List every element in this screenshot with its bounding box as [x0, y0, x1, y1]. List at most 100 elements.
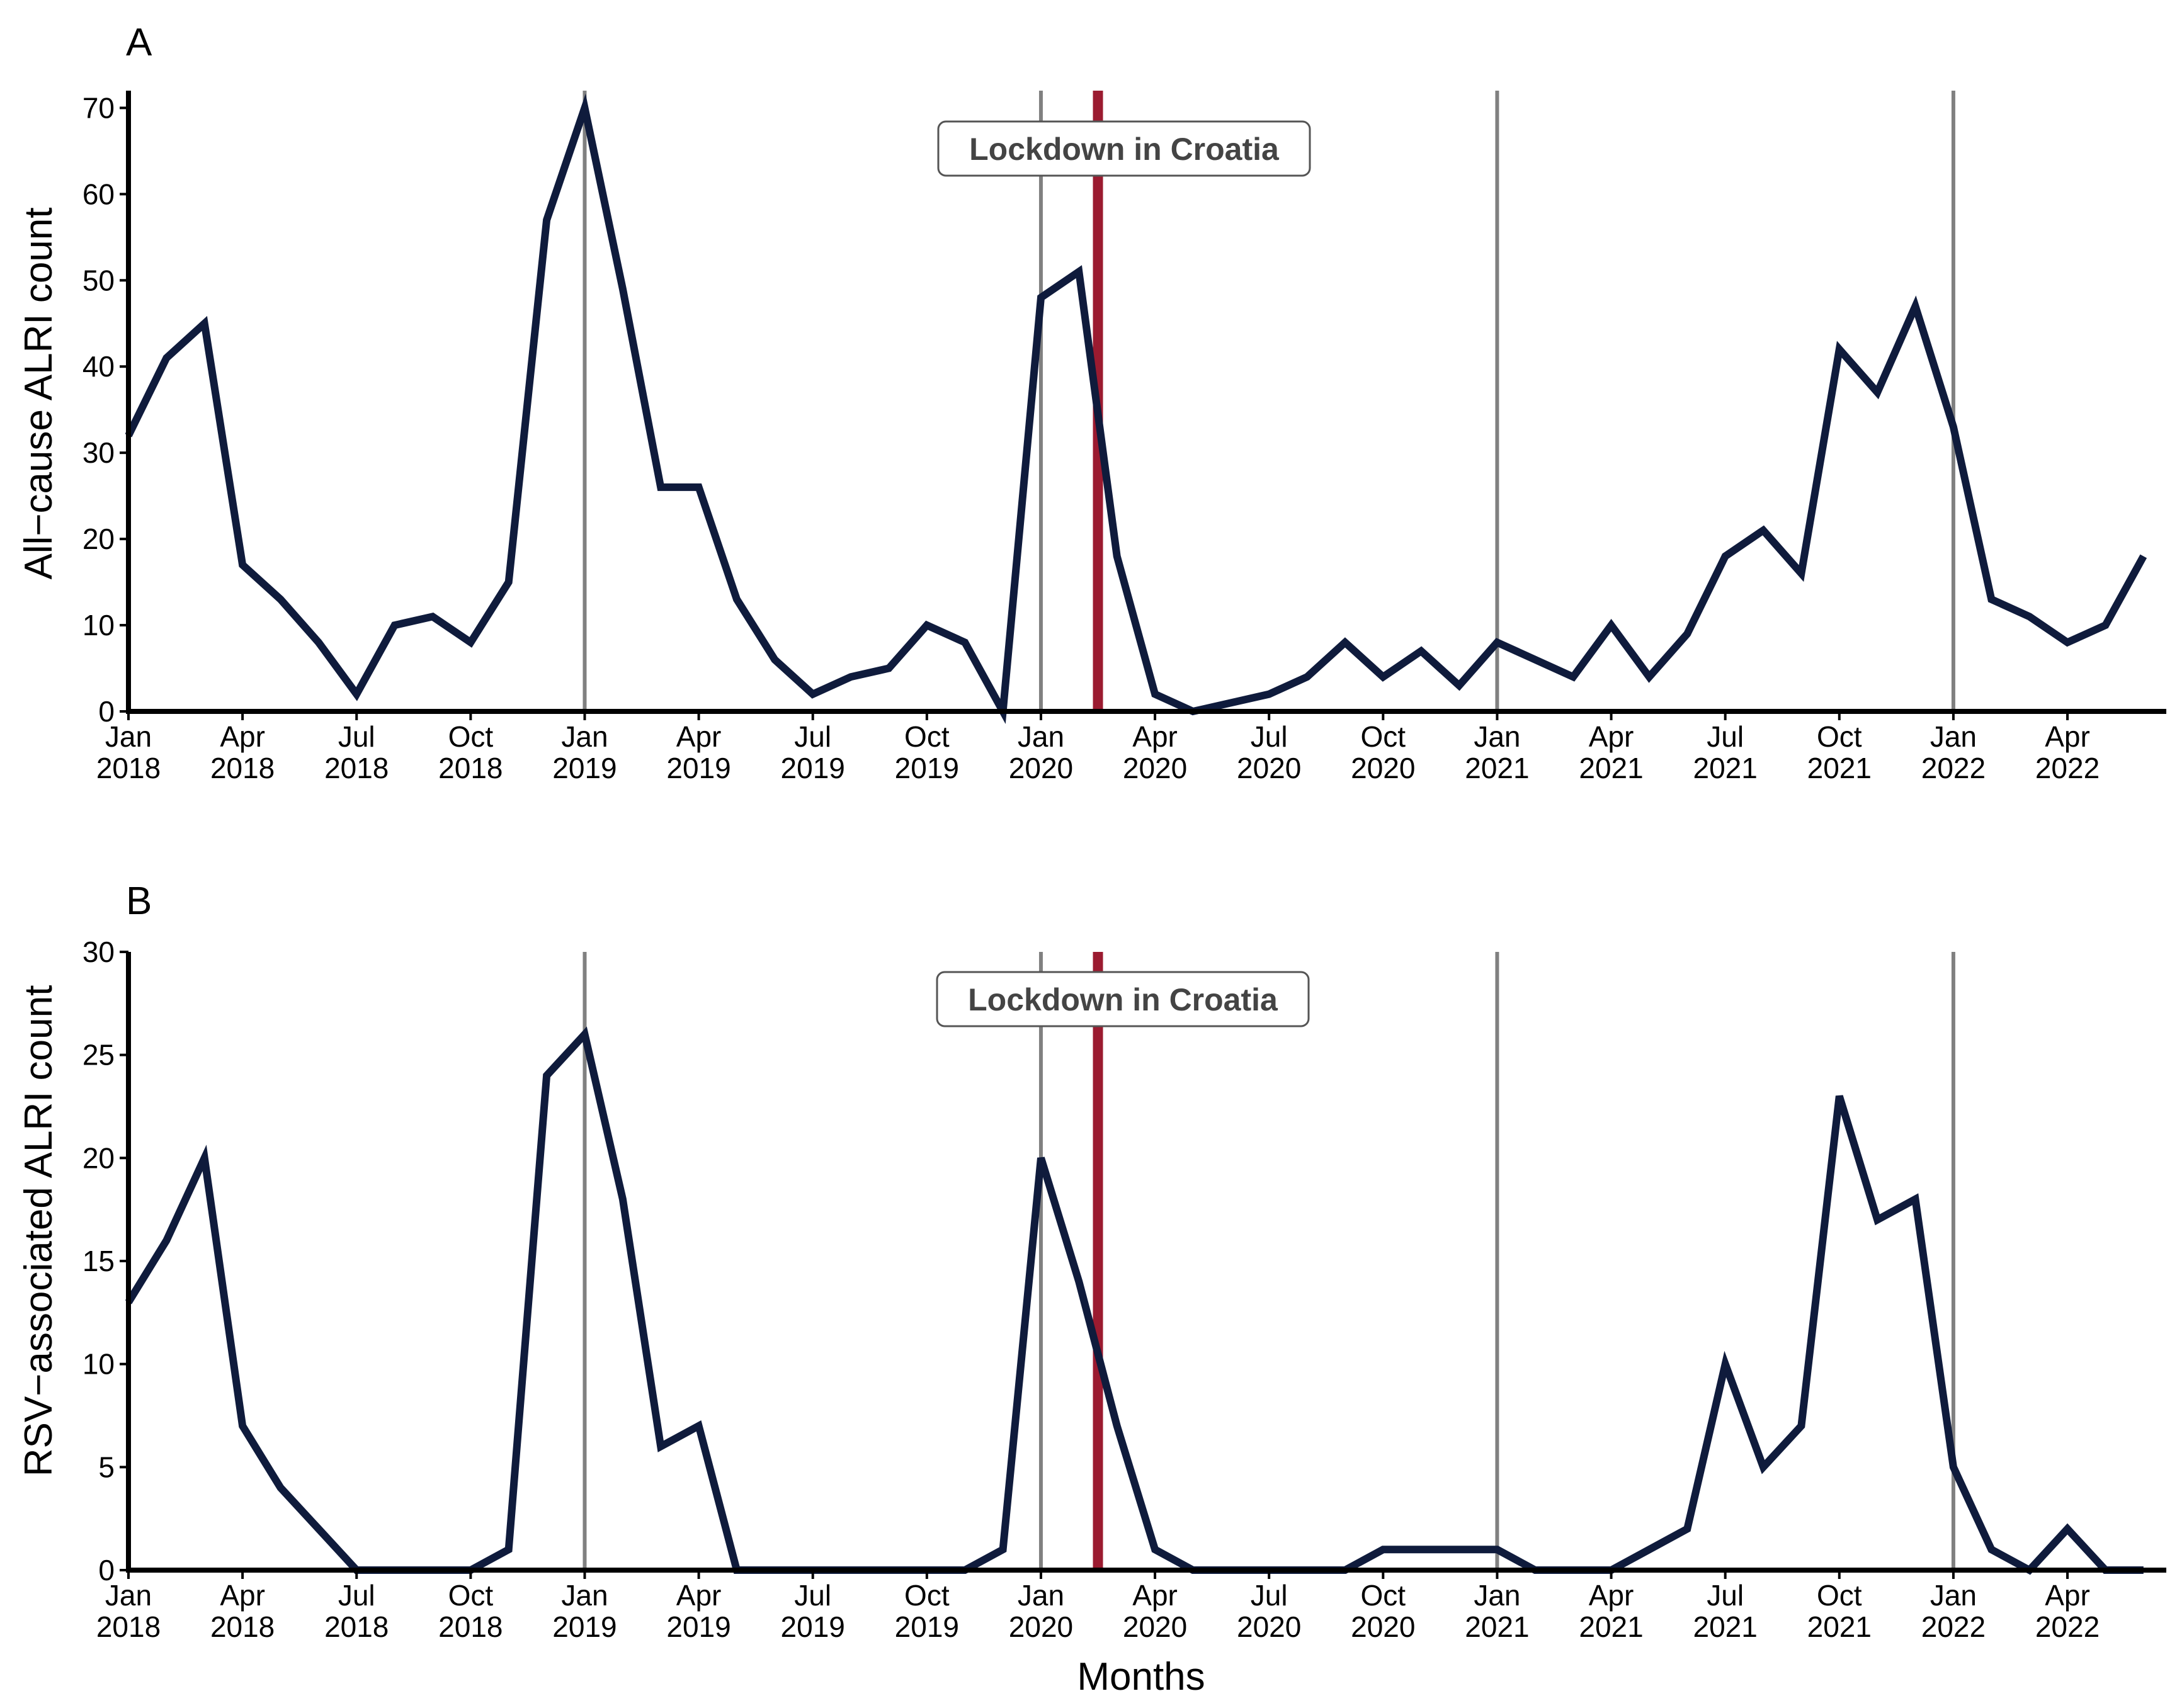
- panel-a-x-tick-year-4: 2019: [552, 752, 617, 784]
- panel-a-data-point-22: [963, 640, 967, 644]
- panel-a-data-point-49: [1989, 597, 1993, 601]
- panel-b-x-tick-year-10: 2020: [1237, 1610, 1301, 1643]
- panel-b-x-tick-month-10: Jul: [1251, 1579, 1288, 1612]
- panel-b-x-tick-year-17: 2022: [2035, 1610, 2100, 1643]
- panel-a-data-point-42: [1724, 555, 1727, 558]
- panel-b-data-point-24: [1039, 1156, 1043, 1160]
- panel-b-x-tick-year-15: 2021: [1807, 1610, 1872, 1643]
- panel-a-data-point-12: [583, 106, 586, 110]
- panel-b-data-point-49: [1989, 1547, 1993, 1551]
- panel-a-data-point-35: [1457, 684, 1461, 687]
- panel-b-data-point-33: [1381, 1547, 1385, 1551]
- panel-a-data-point-39: [1610, 623, 1613, 627]
- panel-a: A Lockdown in Croatia 0 10 20 30 40 50 60 70 Ja…: [17, 21, 2166, 784]
- panel-a-y-tick-label-1: 10: [82, 609, 115, 642]
- panel-b-x-tick-month-4: Jan: [561, 1579, 608, 1612]
- panel-a-x-tick-year-14: 2021: [1693, 752, 1757, 784]
- panel-a-data-point-21: [925, 623, 929, 627]
- panel-a-data-point-34: [1419, 649, 1423, 653]
- panel-a-letter: A: [126, 21, 152, 64]
- panel-a-x-tick-year-1: 2018: [210, 752, 275, 784]
- panel-b-x-tick-month-2: Jul: [338, 1579, 375, 1612]
- panel-b-x-tick-month-6: Jul: [794, 1579, 831, 1612]
- panel-a-data-point-25: [1077, 270, 1081, 274]
- panel-a-data-point-8: [431, 614, 435, 618]
- panel-a-data-point-20: [887, 667, 890, 670]
- panel-a-data-point-5: [317, 640, 321, 644]
- panel-b-data-point-34: [1419, 1547, 1423, 1551]
- panel-b-x-tick-month-16: Jan: [1930, 1579, 1977, 1612]
- panel-a-data-point-15: [697, 485, 701, 489]
- panel-b-x-tick-year-8: 2020: [1009, 1610, 1073, 1643]
- panel-a-data-point-2: [203, 322, 207, 325]
- panel-a-x-tick-month-15: Oct: [1817, 720, 1862, 753]
- panel-a-data-point-3: [241, 563, 244, 567]
- panel-a-data-point-45: [1838, 348, 1841, 351]
- panel-a-data-point-9: [469, 640, 472, 644]
- panel-a-data-point-33: [1381, 675, 1385, 679]
- panel-b-x-tick-month-15: Oct: [1817, 1579, 1862, 1612]
- panel-a-data-point-6: [355, 693, 358, 696]
- panel-a-x-tick-month-4: Jan: [561, 720, 608, 753]
- panel-a-y-tick-label-2: 20: [82, 523, 115, 555]
- panel-b-x-tick-month-3: Oct: [448, 1579, 494, 1612]
- panel-a-x-tick-year-6: 2019: [781, 752, 845, 784]
- panel-a-data-point-27: [1153, 693, 1157, 696]
- panel-b-x-tick-month-0: Jan: [105, 1579, 152, 1612]
- panel-a-y-ticks: 0 10 20 30 40 50 60 70: [82, 91, 128, 728]
- panel-a-x-tick-month-17: Apr: [2045, 720, 2090, 753]
- panel-a-data-point-43: [1761, 528, 1765, 532]
- panel-a-data-point-1: [164, 356, 168, 360]
- panel-a-x-tick-year-8: 2020: [1009, 752, 1073, 784]
- panel-a-x-tick-year-2: 2018: [324, 752, 389, 784]
- panel-b-data-point-10: [507, 1547, 511, 1551]
- panel-b-x-tick-year-0: 2018: [96, 1610, 161, 1643]
- panel-a-x-tick-month-1: Apr: [220, 720, 265, 753]
- panel-b-lockdown-label-box: [936, 971, 1310, 1027]
- panel-b-data-point-1: [164, 1238, 168, 1242]
- panel-a-data-point-36: [1495, 640, 1499, 644]
- panel-a-x-tick-year-13: 2021: [1579, 752, 1643, 784]
- panel-b-y-tick-label-6: 30: [82, 936, 115, 968]
- panel-a-x-tick-month-14: Jul: [1707, 720, 1744, 753]
- panel-b-data-point-12: [583, 1032, 586, 1036]
- panel-a-x-tick-month-3: Oct: [448, 720, 494, 753]
- panel-b-data-point-45: [1838, 1094, 1841, 1098]
- panel-b-lockdown-label: Lockdown in Croatia: [936, 971, 1310, 1027]
- panel-b-data-point-42: [1724, 1362, 1727, 1366]
- panel-a-data-point-50: [2028, 614, 2032, 618]
- panel-b-x-tick-month-11: Oct: [1361, 1579, 1406, 1612]
- panel-a-lockdown-label-text: Lockdown in Croatia: [969, 132, 1280, 167]
- panel-b-x-tick-month-12: Jan: [1474, 1579, 1520, 1612]
- panel-b-data-point-11: [545, 1073, 549, 1077]
- panel-b-x-tick-month-13: Apr: [1589, 1579, 1634, 1612]
- panel-b-data-point-5: [317, 1527, 321, 1531]
- panel-a-data-point-24: [1039, 296, 1043, 300]
- panel-b-data-point-40: [1647, 1547, 1651, 1551]
- panel-a-data-point-51: [2066, 640, 2069, 644]
- panel-b-x-tick-month-5: Apr: [676, 1579, 722, 1612]
- panel-a-data-point-31: [1305, 675, 1309, 679]
- panel-a-data-point-4: [278, 597, 282, 601]
- panel-a-x-tick-year-3: 2018: [438, 752, 503, 784]
- panel-b-x-tick-year-16: 2022: [1921, 1610, 1986, 1643]
- panel-a-x-tick-year-7: 2019: [895, 752, 959, 784]
- panel-b-x-tick-year-4: 2019: [552, 1610, 617, 1643]
- panel-b-x-tick-year-5: 2019: [666, 1610, 730, 1643]
- panel-a-x-tick-month-12: Jan: [1474, 720, 1520, 753]
- panel-b-data-point-25: [1077, 1280, 1081, 1284]
- panel-b-data-point-3: [241, 1424, 244, 1428]
- panel-b-data-point-41: [1685, 1527, 1689, 1531]
- panel-a-data-point-18: [811, 693, 815, 696]
- panel-a-series-line: [125, 93, 2147, 725]
- panel-b-y-title: RSV−associated ALRI count: [17, 985, 60, 1477]
- panel-b-x-tick-month-7: Oct: [904, 1579, 950, 1612]
- panel-a-data-point-13: [621, 287, 625, 291]
- panel-b-x-tick-year-7: 2019: [895, 1610, 959, 1643]
- panel-a-x-ticks: Jan2018Apr2018Jul2018Oct2018Jan2019Apr20…: [96, 711, 2100, 784]
- panel-a-x-tick-year-16: 2022: [1921, 752, 1986, 784]
- panel-b-x-tick-year-1: 2018: [210, 1610, 275, 1643]
- x-axis-title: Months: [1077, 1655, 1205, 1699]
- panel-a-y-tick-label-3: 30: [82, 436, 115, 469]
